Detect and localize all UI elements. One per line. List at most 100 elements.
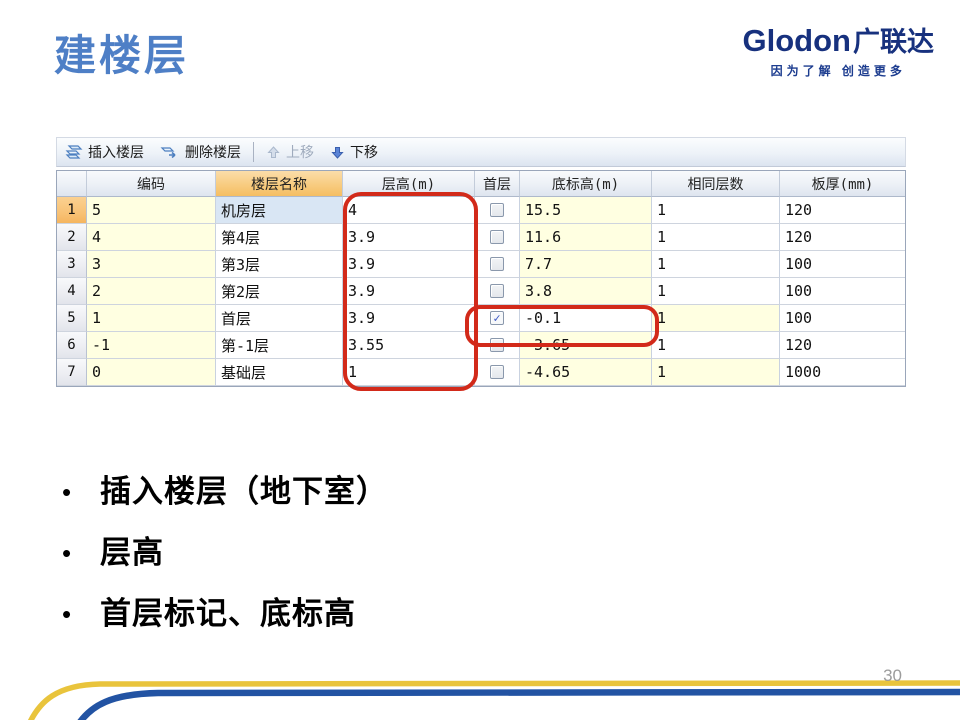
cell-same-floors[interactable]: 1 bbox=[652, 251, 780, 278]
cell-slab-thickness[interactable]: 1000 bbox=[780, 359, 905, 386]
cell-same-floors[interactable]: 1 bbox=[652, 278, 780, 305]
list-item: • 插入楼层（地下室） bbox=[56, 472, 388, 512]
table-row: 4 2 第2层 3.9 3.8 1 100 bbox=[57, 278, 905, 305]
cell-bottom-elevation[interactable]: 11.6 bbox=[520, 224, 652, 251]
table-header-row: 编码 楼层名称 层高(m) 首层 底标高(m) 相同层数 板厚(mm) bbox=[57, 171, 905, 197]
bullet-icon: • bbox=[62, 599, 72, 629]
cell-floor-height[interactable]: 3.9 bbox=[343, 278, 475, 305]
row-number[interactable]: 2 bbox=[57, 224, 87, 251]
cell-code[interactable]: 5 bbox=[87, 197, 216, 224]
cell-floor-name[interactable]: 第4层 bbox=[216, 224, 343, 251]
cell-same-floors[interactable]: 1 bbox=[652, 359, 780, 386]
header-same-floors[interactable]: 相同层数 bbox=[652, 171, 780, 197]
delete-floor-button[interactable]: 删除楼层 bbox=[152, 139, 249, 165]
floor-table: 编码 楼层名称 层高(m) 首层 底标高(m) 相同层数 板厚(mm) 1 5 机房… bbox=[56, 170, 906, 387]
header-slab-thickness[interactable]: 板厚(mm) bbox=[780, 171, 905, 197]
table-row: 1 5 机房层 4 15.5 1 120 bbox=[57, 197, 905, 224]
annotation-height-column bbox=[343, 192, 478, 391]
cell-first-floor bbox=[475, 251, 520, 278]
first-floor-checkbox[interactable] bbox=[490, 230, 504, 244]
page-title: 建楼层 bbox=[54, 32, 190, 79]
cell-floor-name[interactable]: 机房层 bbox=[216, 197, 343, 224]
delete-floor-icon bbox=[160, 144, 180, 160]
table-row: 5 1 首层 3.9 ✓ -0.1 1 100 bbox=[57, 305, 905, 332]
cell-first-floor bbox=[475, 224, 520, 251]
row-number[interactable]: 4 bbox=[57, 278, 87, 305]
annotation-first-floor-row bbox=[465, 305, 659, 347]
cell-same-floors[interactable]: 1 bbox=[652, 305, 780, 332]
cell-slab-thickness[interactable]: 120 bbox=[780, 224, 905, 251]
table-body: 1 5 机房层 4 15.5 1 120 2 4 第4层 3.9 11.6 1 120 3 3 第3层 3.9 7.… bbox=[57, 197, 905, 386]
first-floor-checkbox[interactable] bbox=[490, 257, 504, 271]
move-up-icon bbox=[266, 145, 281, 160]
first-floor-checkbox[interactable] bbox=[490, 284, 504, 298]
first-floor-checkbox[interactable]: ✓ bbox=[490, 311, 504, 325]
move-up-label: 上移 bbox=[286, 144, 314, 160]
bullet-text: 层高 bbox=[100, 535, 164, 570]
row-number[interactable]: 7 bbox=[57, 359, 87, 386]
cell-floor-name[interactable]: 第2层 bbox=[216, 278, 343, 305]
insert-floor-button[interactable]: 插入楼层 bbox=[57, 139, 152, 165]
delete-floor-label: 删除楼层 bbox=[185, 144, 241, 160]
header-first-floor[interactable]: 首层 bbox=[475, 171, 520, 197]
bullet-icon: • bbox=[62, 477, 72, 507]
cell-bottom-elevation[interactable]: 15.5 bbox=[520, 197, 652, 224]
cell-slab-thickness[interactable]: 100 bbox=[780, 251, 905, 278]
cell-slab-thickness[interactable]: 100 bbox=[780, 278, 905, 305]
cell-code[interactable]: -1 bbox=[87, 332, 216, 359]
cell-floor-name[interactable]: 基础层 bbox=[216, 359, 343, 386]
cell-bottom-elevation[interactable]: 3.8 bbox=[520, 278, 652, 305]
cell-first-floor bbox=[475, 359, 520, 386]
cell-floor-height[interactable]: 4 bbox=[343, 197, 475, 224]
glodon-logo: Glodon广联达 因为了解 创造更多 bbox=[743, 20, 934, 79]
row-number[interactable]: 1 bbox=[57, 197, 87, 224]
table-row: 2 4 第4层 3.9 11.6 1 120 bbox=[57, 224, 905, 251]
cell-code[interactable]: 1 bbox=[87, 305, 216, 332]
bullet-text: 插入楼层（地下室） bbox=[100, 474, 388, 509]
cell-bottom-elevation[interactable]: -4.65 bbox=[520, 359, 652, 386]
row-number[interactable]: 6 bbox=[57, 332, 87, 359]
floor-table-widget: 插入楼层 删除楼层 上移 bbox=[56, 137, 906, 387]
logo-tagline: 因为了解 创造更多 bbox=[770, 64, 906, 78]
cell-slab-thickness[interactable]: 120 bbox=[780, 332, 905, 359]
logo-brand-en: Glodon bbox=[742, 23, 851, 58]
list-item: • 首层标记、底标高 bbox=[56, 594, 388, 634]
cell-first-floor: ✓ bbox=[475, 305, 520, 332]
cell-code[interactable]: 0 bbox=[87, 359, 216, 386]
cell-floor-height[interactable]: 3.9 bbox=[343, 251, 475, 278]
first-floor-checkbox[interactable] bbox=[490, 203, 504, 217]
move-up-button[interactable]: 上移 bbox=[258, 139, 322, 165]
list-item: • 层高 bbox=[56, 533, 388, 573]
cell-floor-height[interactable]: 3.9 bbox=[343, 305, 475, 332]
cell-slab-thickness[interactable]: 120 bbox=[780, 197, 905, 224]
cell-floor-name[interactable]: 第3层 bbox=[216, 251, 343, 278]
header-floor-name[interactable]: 楼层名称 bbox=[216, 171, 343, 197]
bullet-icon: • bbox=[62, 538, 72, 568]
cell-same-floors[interactable]: 1 bbox=[652, 197, 780, 224]
cell-slab-thickness[interactable]: 100 bbox=[780, 305, 905, 332]
first-floor-checkbox[interactable] bbox=[490, 365, 504, 379]
row-number[interactable]: 5 bbox=[57, 305, 87, 332]
header-bottom-elevation[interactable]: 底标高(m) bbox=[520, 171, 652, 197]
cell-code[interactable]: 4 bbox=[87, 224, 216, 251]
cell-first-floor bbox=[475, 278, 520, 305]
move-down-button[interactable]: 下移 bbox=[322, 139, 386, 165]
cell-bottom-elevation[interactable]: 7.7 bbox=[520, 251, 652, 278]
header-corner bbox=[57, 171, 87, 197]
row-number[interactable]: 3 bbox=[57, 251, 87, 278]
cell-bottom-elevation[interactable]: -0.1 bbox=[520, 305, 652, 332]
cell-code[interactable]: 3 bbox=[87, 251, 216, 278]
cell-same-floors[interactable]: 1 bbox=[652, 224, 780, 251]
cell-same-floors[interactable]: 1 bbox=[652, 332, 780, 359]
cell-floor-height[interactable]: 3.55 bbox=[343, 332, 475, 359]
table-row: 7 0 基础层 1 -4.65 1 1000 bbox=[57, 359, 905, 386]
cell-first-floor bbox=[475, 197, 520, 224]
move-down-icon bbox=[330, 145, 345, 160]
cell-floor-name[interactable]: 第-1层 bbox=[216, 332, 343, 359]
cell-floor-name[interactable]: 首层 bbox=[216, 305, 343, 332]
bullet-list: • 插入楼层（地下室） • 层高 • 首层标记、底标高 bbox=[56, 472, 388, 655]
footer-decoration bbox=[27, 680, 960, 720]
cell-code[interactable]: 2 bbox=[87, 278, 216, 305]
logo-brand-cn: 广联达 bbox=[853, 27, 934, 57]
header-code[interactable]: 编码 bbox=[87, 171, 216, 197]
